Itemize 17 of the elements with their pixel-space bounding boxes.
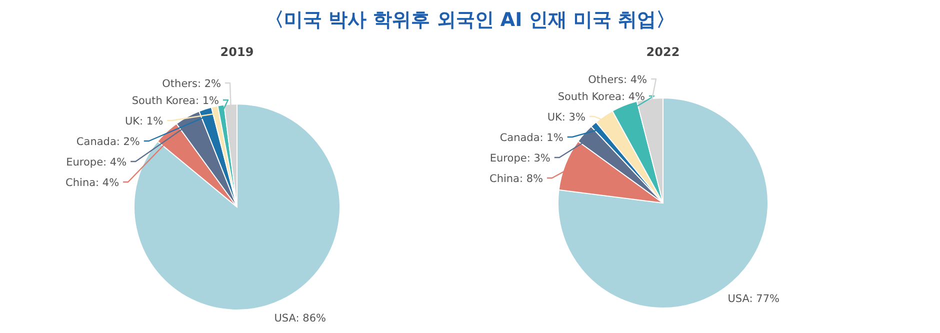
slice-label: UK: 1% xyxy=(124,116,164,128)
slice-label: USA: 86% xyxy=(274,312,326,324)
chart-subtitle: 2022 xyxy=(646,45,680,59)
chart-subtitle: 2019 xyxy=(220,45,254,59)
slice-label: China: 8% xyxy=(489,173,544,185)
slice-label: Europe: 3% xyxy=(490,152,550,164)
slice-label: Canada: 1% xyxy=(500,132,564,144)
slice-label: Others: 4% xyxy=(588,74,648,86)
text: 〈미국 박사 학위후 외국인 AI 인재 미국 취업〉 xyxy=(264,9,676,31)
slice-label: Others: 2% xyxy=(162,78,222,90)
slice-label: USA: 77% xyxy=(728,292,780,305)
slice-label: UK: 3% xyxy=(547,112,586,124)
slice-label: China: 4% xyxy=(66,177,120,189)
slice-label: Canada: 2% xyxy=(76,136,140,148)
slice-label: South Korea: 4% xyxy=(558,91,646,103)
slice-label: Europe: 4% xyxy=(66,156,127,168)
slice-label: South Korea: 1% xyxy=(132,95,220,107)
